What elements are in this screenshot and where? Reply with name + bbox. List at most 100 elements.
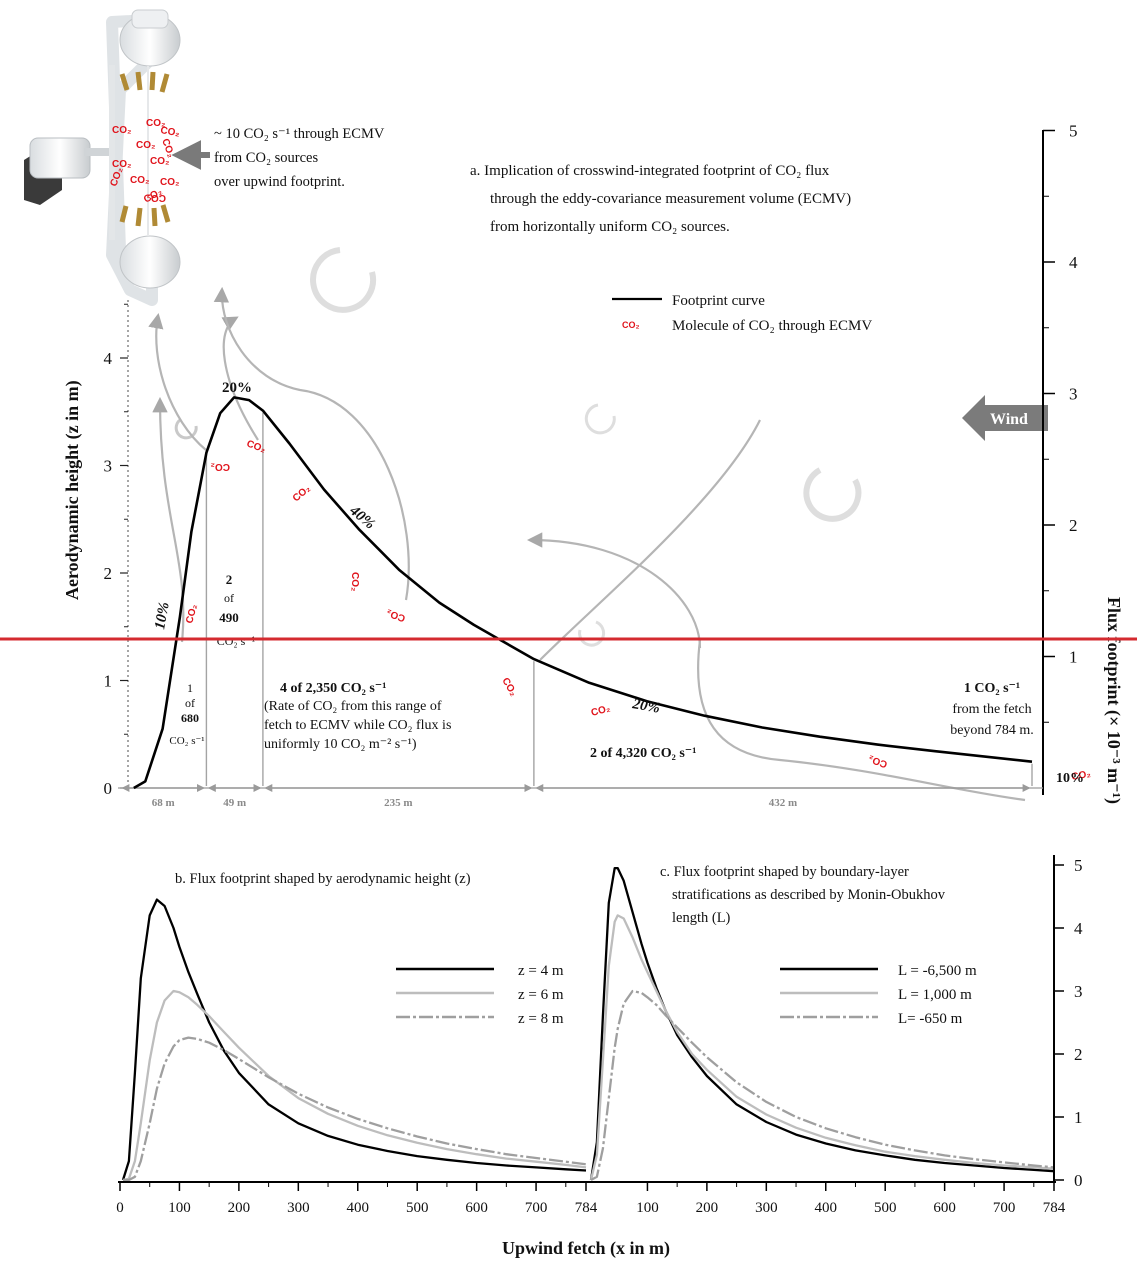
panel-c-series-2: [589, 914, 1055, 1181]
panel-b-series-1: [121, 898, 587, 1181]
turbulence-swirls: [174, 247, 862, 647]
bottom-right-tick-label-3: 3: [1074, 982, 1083, 1001]
seg2-unit: CO₂ s⁻¹: [217, 634, 256, 648]
bottom-right-tick-label-1: 1: [1074, 1108, 1083, 1127]
panel-a-title-line-1: a. Implication of crosswind-integrated f…: [470, 163, 830, 179]
bottom-right-tick-label-2: 2: [1074, 1045, 1083, 1064]
co2-molecule-4: CO₂: [291, 483, 313, 504]
co2-molecule-5: CO₂: [349, 572, 360, 591]
bottom-tick-label-0-6: 600: [465, 1200, 488, 1216]
legend-footprint-label: Footprint curve: [672, 293, 765, 309]
bottom-tick-label-0-0: 0: [116, 1200, 124, 1216]
percent-label-5: 10%: [1056, 771, 1084, 786]
instrument-note-line-3: over upwind footprint.: [214, 174, 345, 190]
co2-molecule-2: CO₂: [245, 438, 267, 455]
panel-a-title-line-3: from horizontally uniform CO₂ sources.: [490, 219, 730, 235]
seg2-total: 490: [219, 610, 239, 625]
co2-molecule-8: CO₂: [590, 703, 612, 719]
bottom-tick-label-0-8: 784: [575, 1200, 598, 1216]
segment-length-4: 432 m: [769, 797, 797, 809]
segment-length-3: 235 m: [384, 797, 412, 809]
right-tick-label-1: 1: [1069, 648, 1078, 667]
segment-2-text: 2 of 490 CO₂ s⁻¹: [217, 572, 256, 648]
legend-c-l2: L = 1,000 m: [898, 987, 972, 1003]
panel-c-title-line-3: length (L): [672, 910, 731, 926]
panel-b-series-3: [123, 1036, 587, 1182]
beyond-line-2: from the fetch: [952, 702, 1031, 717]
instrument-co2-3: CO₂: [136, 140, 155, 151]
instrument-co2-12: CO₂: [147, 192, 166, 203]
legend-c-l3: L= -650 m: [898, 1011, 963, 1027]
co2-molecule-9: CO₂: [867, 753, 889, 770]
left-tick-label-4: 4: [104, 349, 113, 368]
instrument-co2-6: CO₂: [150, 156, 169, 167]
x-axis-label: Upwind fetch (x in m): [502, 1238, 670, 1259]
legend-b-z8: z = 8 m: [518, 1011, 564, 1027]
panel-c-series-3: [590, 989, 1055, 1182]
instrument-co2-8: CO₂: [130, 175, 149, 186]
panel-a-axes: 0 1 2 3 4 1 2 3 4 5 68 m 49 m 235 m 432 m: [104, 122, 1079, 810]
bottom-tick-label-1-4: 400: [815, 1200, 838, 1216]
panel-a-legend: Footprint curve CO₂ Molecule of CO₂ thro…: [612, 293, 872, 334]
panel-c-legend: L = -6,500 m L = 1,000 m L= -650 m: [780, 963, 977, 1027]
beyond-line-3: beyond 784 m.: [950, 723, 1034, 738]
seg1-of: of: [185, 696, 195, 710]
seg2-count: 2: [226, 572, 233, 587]
legend-c-l1: L = -6,500 m: [898, 963, 977, 979]
co2-molecule-6: CO₂: [385, 607, 407, 624]
percent-label-2: 20%: [222, 380, 252, 396]
instrument-note-line-1: ~ 10 CO₂ s⁻¹ through ECMV: [214, 126, 385, 142]
right-axis-label: Flux footprint (× 10⁻³ m⁻¹): [1103, 597, 1124, 804]
bottom-tick-label-1-7: 700: [993, 1200, 1016, 1216]
instrument-co2-9: CO₂: [160, 177, 179, 188]
bottom-tick-label-0-1: 100: [168, 1200, 191, 1216]
seg3-line-3: fetch to ECMV while CO₂ flux is: [264, 718, 451, 733]
bottom-tick-label-0-3: 300: [287, 1200, 310, 1216]
instrument-co2-4: CO₂: [159, 125, 180, 139]
bottom-tick-label-1-8: 784: [1043, 1200, 1066, 1216]
left-tick-label-0: 0: [104, 779, 113, 798]
panel-c-title-line-1: c. Flux footprint shaped by boundary-lay…: [660, 864, 909, 880]
percent-label-3: 40%: [346, 502, 378, 533]
bottom-tick-label-1-5: 500: [874, 1200, 897, 1216]
right-tick-label-3: 3: [1069, 385, 1078, 404]
wind-arrow: Wind: [962, 395, 1048, 441]
left-tick-label-1: 1: [104, 672, 113, 691]
left-tick-label-2: 2: [104, 564, 113, 583]
percent-label-1: 10%: [152, 601, 173, 631]
bottom-right-tick-label-4: 4: [1074, 919, 1083, 938]
bottom-tick-label-0-4: 400: [347, 1200, 370, 1216]
seg3-line-2: (Rate of CO₂ from this range of: [264, 699, 442, 714]
seg1-count: 1: [187, 681, 193, 695]
legend-co2-label: Molecule of CO₂ through ECMV: [672, 318, 872, 334]
co2-molecule-3: CO₂: [211, 461, 230, 472]
instrument-co2-2: CO₂: [146, 118, 165, 129]
beyond-line-1: 1 CO₂ s⁻¹: [964, 681, 1020, 696]
panel-b-title: b. Flux footprint shaped by aerodynamic …: [175, 871, 471, 887]
right-tick-label-4: 4: [1069, 253, 1078, 272]
panel-b-series-2: [122, 989, 587, 1182]
seg3-line-4: uniformly 10 CO₂ m⁻² s⁻¹): [264, 737, 417, 752]
bottom-right-tick-label-5: 5: [1074, 856, 1083, 875]
legend-co2-symbol: CO₂: [622, 320, 640, 330]
co2-molecule-7: CO₂: [499, 676, 518, 698]
left-axis-label: Aerodynamic height (z in m): [62, 380, 83, 600]
footprint-curve: [133, 396, 1033, 790]
panels-b-c-plot: 0 100 200 300 400 500 600 700 784 100 200 300 400 500…: [116, 855, 1083, 1216]
segment-4-text: 2 of 4,320 CO₂ s⁻¹: [590, 746, 696, 761]
legend-b-z4: z = 4 m: [518, 963, 564, 979]
right-tick-label-5: 5: [1069, 122, 1078, 141]
right-tick-label-2: 2: [1069, 516, 1078, 535]
instrument-co2-5: CO₂: [112, 159, 131, 170]
segment-1-text: 1 of 680 CO₂ s⁻¹: [169, 681, 204, 747]
segment-length-2: 49 m: [223, 797, 246, 809]
percent-label-4: 20%: [630, 696, 661, 717]
bottom-tick-label-1-2: 200: [696, 1200, 719, 1216]
seg1-total: 680: [181, 711, 199, 725]
panel-a-title-line-2: through the eddy-covariance measurement …: [490, 191, 851, 207]
segment-length-1: 68 m: [152, 797, 175, 809]
left-tick-label-3: 3: [104, 457, 113, 476]
instrument-co2-1: CO₂: [112, 125, 131, 136]
beyond-784-text: 1 CO₂ s⁻¹ from the fetch beyond 784 m.: [950, 681, 1034, 738]
bottom-tick-label-0-2: 200: [228, 1200, 251, 1216]
